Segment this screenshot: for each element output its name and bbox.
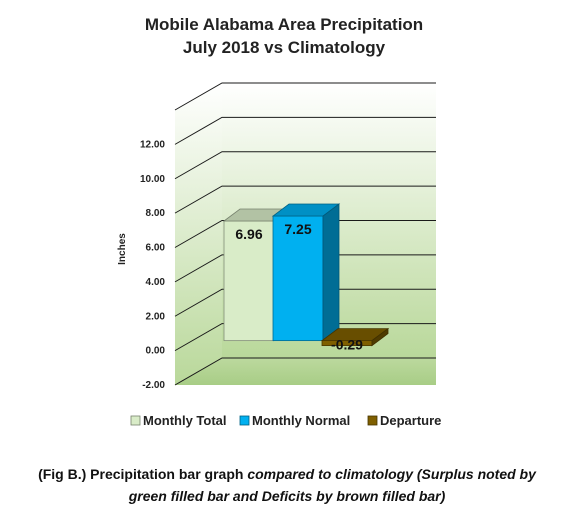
- y-tick-label: 10.00: [140, 174, 165, 185]
- bar-front: [223, 220, 275, 342]
- data-labels: 6.96 7.25 -0.29: [235, 221, 363, 353]
- data-label: -0.29: [331, 337, 363, 353]
- gridlines: [174, 82, 436, 386]
- gridline: [174, 323, 436, 352]
- legend-swatch: [239, 415, 250, 426]
- data-label: 7.25: [284, 221, 311, 237]
- figure-caption: (Fig B.) Precipitation bar graph compare…: [0, 463, 574, 507]
- y-tick-labels: -2.00 0.00 2.00 4.00 6.00 8.00 10.00 12.00: [140, 139, 165, 391]
- y-tick-label: 6.00: [146, 243, 166, 254]
- gridline: [174, 82, 436, 111]
- caption-italic-2: green filled bar and Deficits by brown f…: [128, 488, 446, 504]
- gridline: [174, 357, 436, 386]
- legend-label: Monthly Total: [143, 413, 227, 428]
- gridline: [174, 116, 436, 145]
- caption-italic-1: compared to climatology (Surplus noted b…: [247, 466, 536, 482]
- bar-side: [322, 203, 340, 342]
- bars: [222, 203, 390, 347]
- gridline: [174, 185, 436, 214]
- legend-label: Departure: [380, 413, 441, 428]
- y-tick-label: 0.00: [146, 346, 166, 357]
- gridline: [174, 254, 436, 283]
- gridline: [174, 151, 436, 180]
- y-tick-label: -2.00: [142, 380, 165, 391]
- caption-plain: (Fig B.) Precipitation bar graph: [38, 466, 248, 482]
- y-tick-label: 2.00: [146, 311, 166, 322]
- y-tick-label: 12.00: [140, 139, 165, 150]
- legend-swatch: [367, 415, 378, 426]
- gridline: [174, 288, 436, 317]
- legend-swatch: [130, 415, 141, 426]
- data-label: 6.96: [235, 226, 262, 242]
- y-tick-label: 4.00: [146, 277, 166, 288]
- bar-side: [371, 327, 389, 347]
- precipitation-chart: Mobile Alabama Area Precipitation July 2…: [117, 15, 441, 428]
- floor: [175, 358, 436, 385]
- chart-title-line2: July 2018 vs Climatology: [183, 38, 386, 57]
- y-axis-label: Inches: [117, 233, 128, 265]
- chart-title-line1: Mobile Alabama Area Precipitation: [145, 15, 423, 34]
- gridline: [174, 220, 436, 248]
- y-tick-label: 8.00: [146, 208, 166, 219]
- legend-label: Monthly Normal: [252, 413, 350, 428]
- legend: Monthly Total Monthly Normal Departure: [130, 413, 441, 428]
